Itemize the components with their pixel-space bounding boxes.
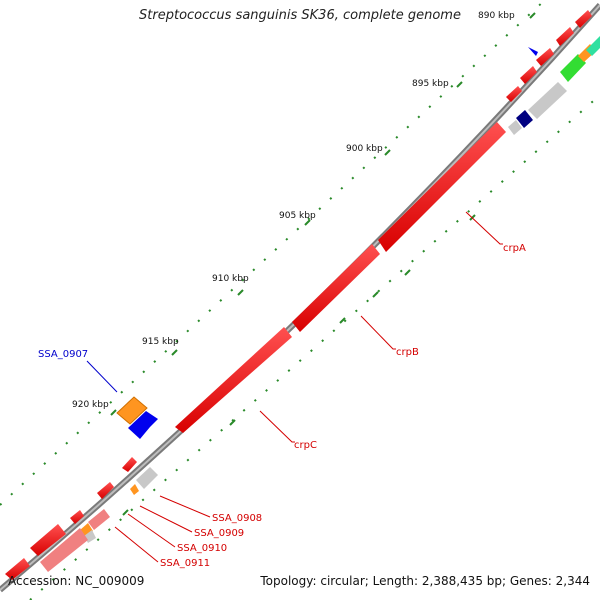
genome-backbone-highlight (0, 4, 600, 591)
genome-backbone (0, 3, 600, 593)
cds-arrow (30, 524, 66, 556)
pink-cds (88, 509, 110, 530)
gene-label-crpb[interactable]: crpB (396, 347, 419, 358)
cds-arrow (506, 86, 522, 102)
tick-label: 900 kbp (346, 144, 383, 154)
gray-cds (508, 120, 522, 135)
gene-label-ssa0910[interactable]: SSA_0910 (177, 543, 227, 554)
map-title: Streptococcus sanguinis SK36, complete g… (139, 8, 461, 23)
tick-label: 920 kbp (72, 400, 109, 410)
ssa0907-orange-cds (116, 396, 148, 425)
gene-label-ssa0908[interactable]: SSA_0908 (212, 513, 262, 524)
gray-cds (136, 467, 158, 489)
forward-cds-group (5, 10, 592, 580)
cds-arrow (97, 482, 114, 499)
crpa-cds[interactable] (378, 122, 506, 252)
cds-arrow (556, 27, 574, 46)
outer-dotted-ring (0, 0, 546, 506)
tick-label: 915 kbp (142, 337, 179, 347)
cds-arrow (5, 558, 30, 580)
cds-arrow (536, 48, 554, 66)
cds-arrow (520, 66, 537, 84)
crpb-cds[interactable] (292, 244, 380, 332)
gene-label-ssa0909[interactable]: SSA_0909 (194, 528, 244, 539)
tick-label: 895 kbp (412, 79, 449, 89)
cds-arrow (122, 457, 137, 472)
navy-cds (516, 110, 533, 128)
tick-label: 890 kbp (478, 11, 515, 21)
tick-label: 910 kbp (212, 274, 249, 284)
cds-arrow (575, 10, 592, 28)
pink-cds (40, 528, 88, 572)
gene-label-ssa0911[interactable]: SSA_0911 (160, 558, 210, 569)
leader-lines (86, 211, 503, 563)
ssa0907-blue-cds (128, 411, 158, 439)
major-ticks (110, 12, 536, 516)
blue-marker-cds (528, 47, 538, 56)
inner-dotted-ring (29, 94, 600, 600)
crpc-cds[interactable] (175, 327, 292, 433)
gray-cds (528, 82, 567, 119)
tick-label: 905 kbp (279, 211, 316, 221)
gene-label-crpc[interactable]: crpC (294, 440, 317, 451)
gene-label-crpa[interactable]: crpA (503, 243, 526, 254)
accession-label: Accession: NC_009009 (8, 574, 145, 588)
teal-cds (586, 36, 600, 56)
cds-arrow (70, 510, 84, 524)
genome-summary: Topology: circular; Length: 2,388,435 bp… (260, 574, 590, 588)
gene-label-ssa0907[interactable]: SSA_0907 (38, 349, 88, 360)
orange-cds (130, 484, 139, 495)
green-cds (560, 54, 586, 82)
